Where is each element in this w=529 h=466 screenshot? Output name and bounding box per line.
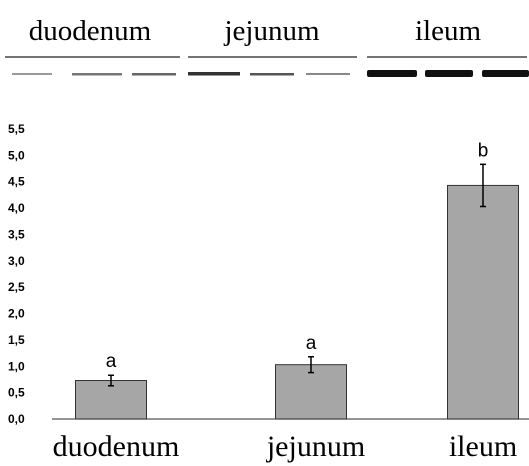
y-tick-label: 1,5 [8,333,25,347]
blot-band [188,72,240,76]
y-tick-label: 0,0 [8,412,25,426]
blot-band [132,73,176,76]
x-tick-label: jejunum [266,430,365,463]
x-tick-label: duodenum [53,430,180,463]
blot-band [425,70,473,77]
blot-band [250,73,294,76]
blot-band [367,70,417,77]
figure: duodenum jejunum ileum 0,0 0,5 1,0 1,5 2,0 2,… [0,0,529,466]
significance-letter: a [306,333,317,354]
y-tick-label: 1,0 [8,359,25,373]
y-tick-label: 5,0 [8,148,25,162]
y-tick-label: 2,5 [8,280,25,294]
significance-letter: b [478,140,489,161]
y-tick-label: 4,5 [8,175,25,189]
blot-band [482,70,529,77]
bar [448,185,519,419]
y-tick-label: 0,5 [8,386,25,400]
y-tick-label: 3,0 [8,254,25,268]
y-tick-label: 2,0 [8,307,25,321]
blot-band [72,73,122,76]
blot-label: ileum [415,15,481,47]
blot-band [12,73,52,75]
western-blot: duodenum jejunum ileum [5,15,529,77]
y-tick-label: 3,5 [8,227,25,241]
blot-label: jejunum [223,15,319,47]
x-tick-label: ileum [449,430,517,463]
y-tick-label: 5,5 [8,122,25,136]
blot-band [306,73,350,75]
significance-letter: a [106,351,117,372]
y-tick-label: 4,0 [8,201,25,215]
blot-label: duodenum [29,15,152,47]
